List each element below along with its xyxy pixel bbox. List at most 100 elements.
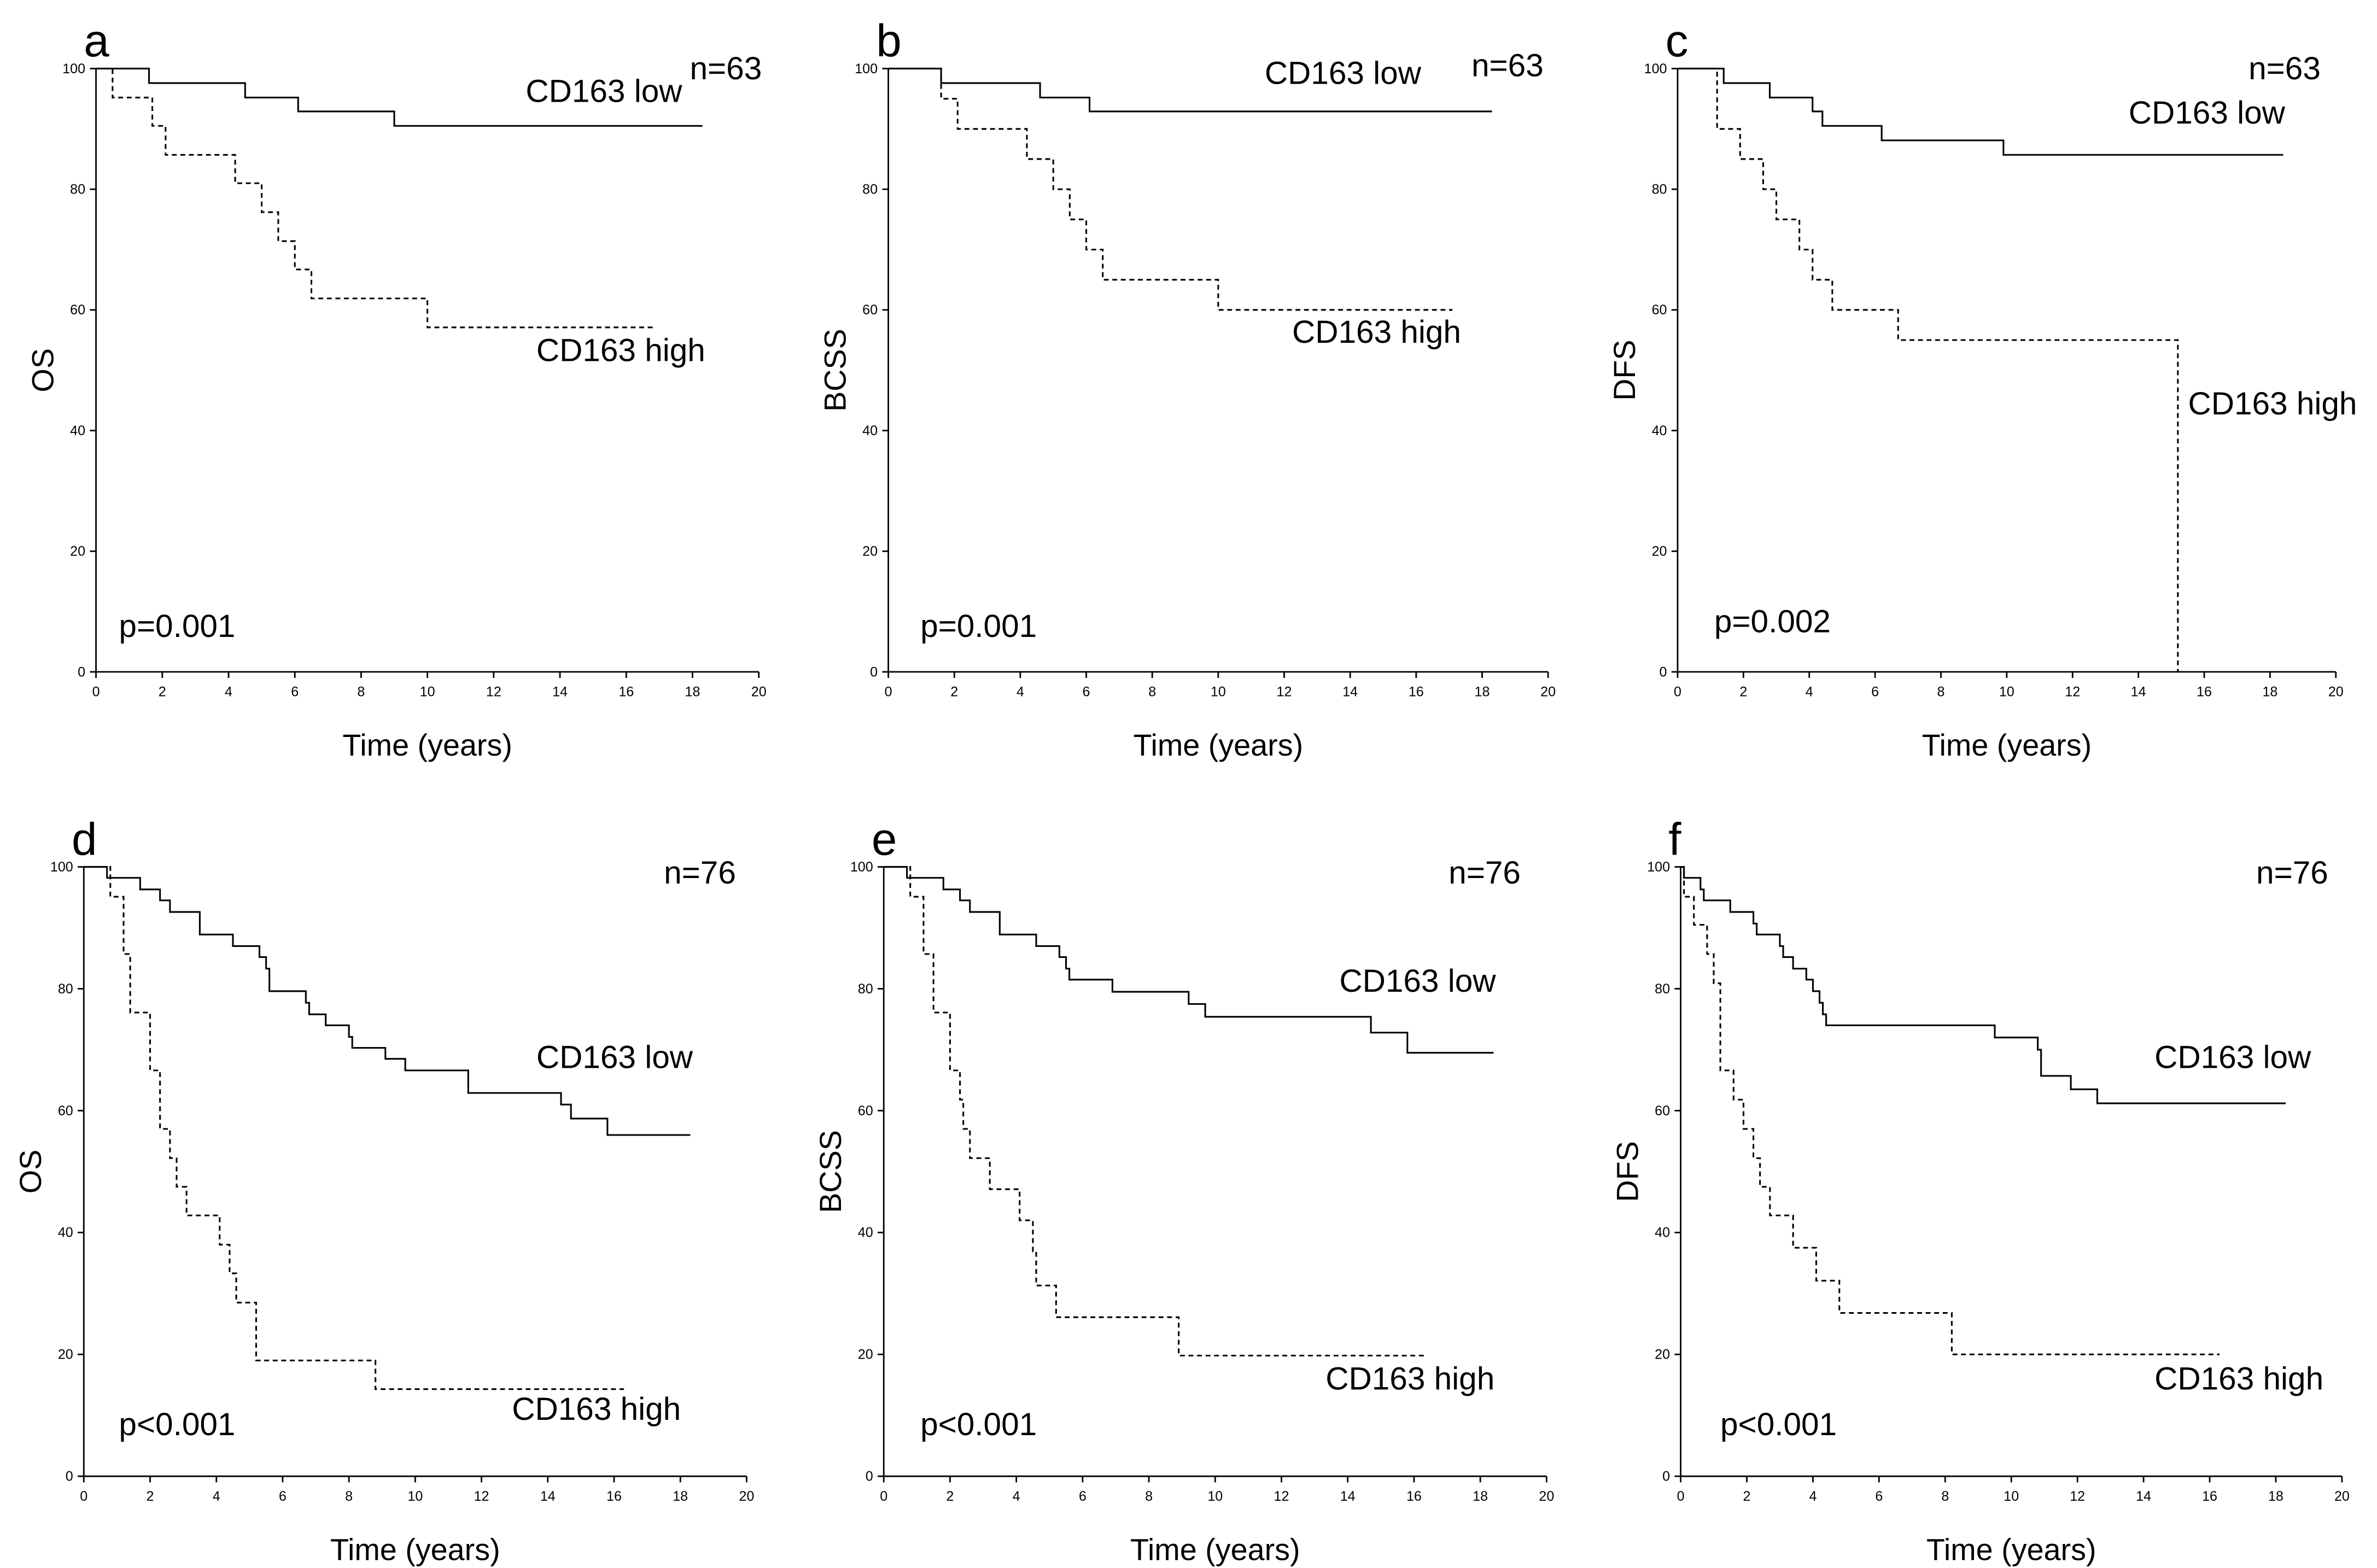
panel-b: 0 20 40 60 80 100 0 2 4 6 8 10 12 14 16 18 20 Time (years… (819, 15, 1556, 762)
series-label-cd163-high: CD163 high (536, 332, 705, 368)
y-tick-label: 100 (62, 61, 85, 77)
x-tick-label: 6 (1871, 684, 1879, 699)
y-tick-label: 40 (70, 423, 85, 438)
y-tick-label: 80 (70, 182, 85, 197)
y-tick-label: 20 (70, 544, 85, 559)
x-tick-label: 6 (1079, 1489, 1087, 1504)
panel-letter: b (876, 15, 901, 66)
panel-letter: d (72, 813, 97, 864)
y-tick-label: 40 (58, 1225, 73, 1241)
series-label-cd163-high: CD163 high (1292, 314, 1461, 350)
x-tick-label: 12 (486, 684, 501, 699)
y-tick-label: 100 (855, 61, 878, 77)
series-label-cd163-low: CD163 low (1265, 55, 1422, 91)
y-tick-label: 100 (1647, 859, 1670, 875)
y-tick-label: 20 (862, 544, 878, 559)
x-tick-label: 14 (1340, 1489, 1356, 1504)
panel-e: 0 20 40 60 80 100 0 2 4 6 8 10 12 14 16 18 20 Time (years… (814, 813, 1554, 1566)
x-tick-label: 10 (2004, 1489, 2019, 1504)
x-tick-label: 16 (606, 1489, 622, 1504)
y-tick-label: 40 (858, 1225, 873, 1241)
x-tick-label: 20 (1539, 1489, 1554, 1504)
x-tick-label: 10 (420, 684, 435, 699)
survival-curve-cd163-low (884, 866, 1494, 1054)
x-tick-label: 12 (1274, 1489, 1289, 1504)
y-tick-label: 40 (1655, 1225, 1670, 1241)
x-tick-label: 18 (1473, 1489, 1488, 1504)
survival-curve-cd163-high (96, 67, 656, 329)
sample-size-label: n=76 (664, 855, 736, 891)
x-tick-label: 20 (2328, 684, 2344, 699)
x-tick-label: 12 (1277, 684, 1292, 699)
x-tick-label: 20 (1540, 684, 1556, 699)
x-tick-label: 16 (1406, 1489, 1422, 1504)
x-axis-title: Time (years) (330, 1532, 500, 1566)
x-tick-label: 0 (1674, 684, 1681, 699)
survival-curve-cd163-high (84, 866, 624, 1390)
sample-size-label: n=76 (2256, 855, 2328, 891)
y-tick-label: 60 (70, 302, 85, 318)
x-tick-label: 18 (2268, 1489, 2283, 1504)
survival-curve-cd163-low (96, 67, 703, 127)
y-tick-label: 60 (862, 302, 878, 318)
p-value-label: p=0.001 (920, 609, 1037, 644)
panel-d: 0 20 40 60 80 100 0 2 4 6 8 10 12 14 16 18 20 Time (years… (14, 813, 754, 1566)
x-tick-label: 8 (357, 684, 365, 699)
survival-curve-cd163-low (84, 866, 691, 1136)
x-axis-title: Time (years) (1926, 1532, 2096, 1566)
y-tick-label: 0 (870, 664, 878, 680)
x-tick-label: 0 (1677, 1489, 1685, 1504)
y-tick-label: 60 (1652, 302, 1667, 318)
y-axis-title: BCSS (819, 329, 852, 412)
series-label-cd163-low: CD163 low (2154, 1039, 2311, 1075)
x-tick-label: 14 (2136, 1489, 2151, 1504)
x-tick-label: 16 (1409, 684, 1424, 699)
panel-letter: e (872, 813, 897, 864)
x-tick-label: 18 (685, 684, 700, 699)
x-tick-label: 4 (1809, 1489, 1817, 1504)
y-tick-label: 80 (1655, 981, 1670, 997)
x-tick-label: 8 (1145, 1489, 1153, 1504)
x-tick-label: 4 (213, 1489, 220, 1504)
p-value-label: p<0.001 (1720, 1407, 1837, 1442)
x-axis-title: Time (years) (1922, 728, 2092, 762)
x-tick-label: 10 (1207, 1489, 1223, 1504)
y-tick-label: 0 (866, 1469, 873, 1484)
y-tick-label: 20 (58, 1347, 73, 1362)
x-tick-label: 2 (1739, 684, 1747, 699)
series-label-cd163-low: CD163 low (536, 1039, 693, 1075)
y-tick-label: 0 (1662, 1469, 1670, 1484)
x-tick-label: 8 (345, 1489, 353, 1504)
x-tick-label: 6 (291, 684, 299, 699)
panel-letter: c (1666, 15, 1689, 66)
series-label-cd163-low: CD163 low (525, 74, 682, 109)
x-tick-label: 0 (880, 1489, 887, 1504)
series-label-cd163-high: CD163 high (2154, 1361, 2323, 1396)
survival-curve-cd163-low (1677, 67, 2283, 156)
y-tick-label: 0 (66, 1469, 73, 1484)
x-tick-label: 0 (885, 684, 892, 699)
series-label-cd163-low: CD163 low (1339, 963, 1496, 999)
x-tick-label: 6 (279, 1489, 287, 1504)
x-tick-label: 4 (225, 684, 232, 699)
x-tick-label: 16 (2202, 1489, 2217, 1504)
x-tick-label: 10 (1211, 684, 1226, 699)
x-tick-label: 12 (2070, 1489, 2085, 1504)
y-tick-label: 80 (862, 182, 878, 197)
x-tick-label: 4 (1806, 684, 1813, 699)
p-value-label: p=0.002 (1714, 604, 1831, 639)
sample-size-label: n=63 (690, 51, 762, 86)
survival-curve-cd163-high (884, 866, 1424, 1357)
y-tick-label: 40 (1652, 423, 1667, 438)
x-tick-label: 14 (540, 1489, 556, 1504)
survival-curve-cd163-high (1680, 866, 2220, 1355)
sample-size-label: n=63 (1471, 48, 1544, 83)
x-tick-label: 6 (1875, 1489, 1883, 1504)
panel-c: 0 20 40 60 80 100 0 2 4 6 8 10 12 14 16 18 20 Time (years… (1608, 15, 2357, 762)
y-tick-label: 100 (50, 859, 73, 875)
sample-size-label: n=63 (2248, 51, 2321, 86)
x-tick-label: 10 (407, 1489, 423, 1504)
x-tick-label: 10 (1999, 684, 2014, 699)
y-axis-title: OS (26, 348, 60, 393)
